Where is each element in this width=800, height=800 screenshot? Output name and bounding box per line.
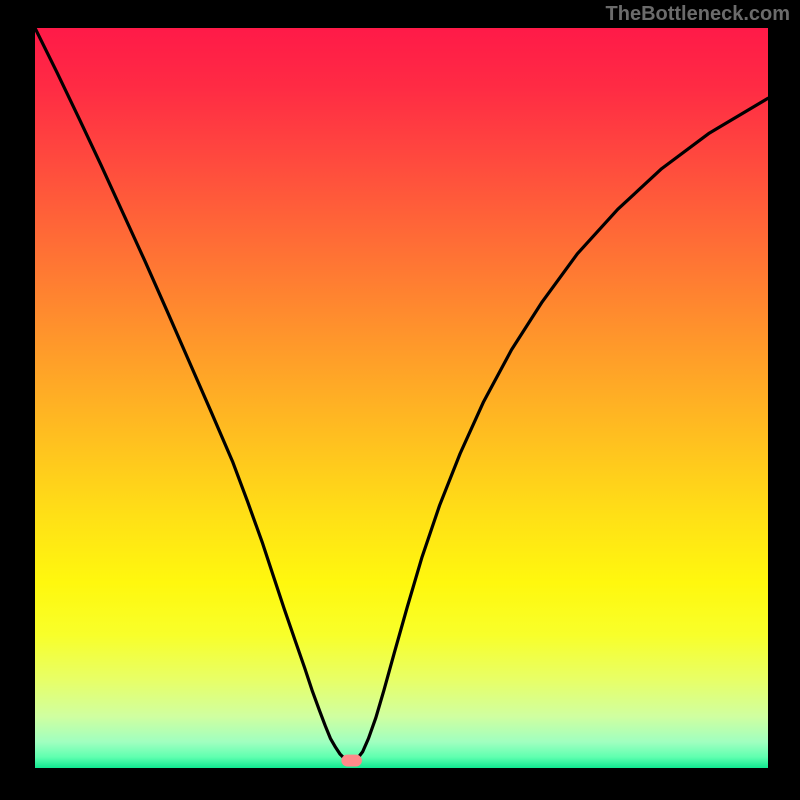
plot-svg <box>35 28 768 768</box>
watermark-text: TheBottleneck.com <box>606 3 790 26</box>
gradient-background <box>35 28 768 768</box>
plot-area <box>35 28 768 768</box>
minimum-marker <box>341 755 362 767</box>
chart-canvas: TheBottleneck.com <box>0 0 800 800</box>
